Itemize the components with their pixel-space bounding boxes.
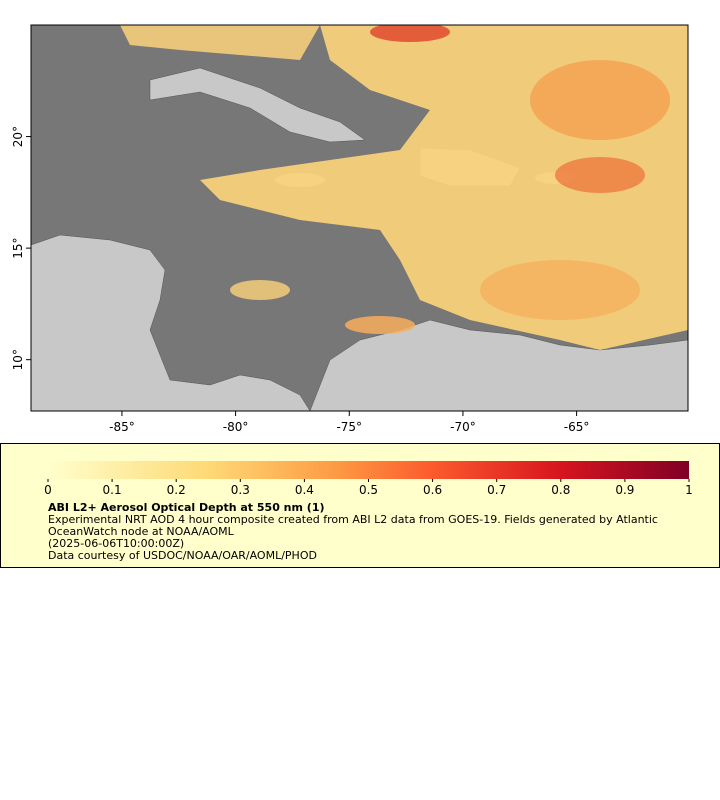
colorbar-tick-label: 0.6 <box>423 483 442 497</box>
map-image <box>31 25 688 411</box>
legend-line: Experimental NRT AOD 4 hour composite cr… <box>48 513 658 526</box>
colorbar: 0 0.1 0.2 0.3 0.4 0.5 0.6 0.7 0.8 0.9 1 <box>44 461 693 497</box>
colorbar-tick-label: 0.4 <box>295 483 314 497</box>
frame <box>30 24 689 412</box>
aerosol <box>345 316 415 334</box>
aerosol <box>370 25 450 42</box>
colorbar-tick-label: 0 <box>44 483 52 497</box>
legend: 0 0.1 0.2 0.3 0.4 0.5 0.6 0.7 0.8 0.9 1 ABI L2+ Ae… <box>0 443 720 568</box>
aerosol <box>120 25 320 60</box>
x-tick-label: -70° <box>450 420 476 434</box>
x-tick-label: -65° <box>564 420 590 434</box>
map: -85° -80° -75° -70° -65° 10° 15° 20° <box>11 24 689 434</box>
land <box>149 67 366 143</box>
land <box>309 319 688 411</box>
colorbar-tick-label: 0.5 <box>359 483 378 497</box>
colorbar-tick-label: 0.1 <box>103 483 122 497</box>
aerosol <box>530 60 670 140</box>
colorbar-tick-label: 0.8 <box>551 483 570 497</box>
x-tick-label: -80° <box>223 420 249 434</box>
aerosol <box>230 280 290 300</box>
legend-line: Data courtesy of USDOC/NOAA/OAR/AOML/PHO… <box>48 549 317 562</box>
y-tick-label: 10° <box>11 349 25 370</box>
aerosol <box>480 260 640 320</box>
colorbar-tick-label: 0.3 <box>231 483 250 497</box>
legend-line: (2025-06-06T10:00:00Z) <box>48 537 185 550</box>
x-tick-label: -75° <box>336 420 362 434</box>
y-tick-label: 15° <box>11 237 25 258</box>
aerosol <box>555 157 645 193</box>
colorbar-tick-label: 1 <box>685 483 693 497</box>
colorbar-tick-label: 0.9 <box>615 483 634 497</box>
x-tick-label: -85° <box>109 420 135 434</box>
colorbar-tick-label: 0.7 <box>487 483 506 497</box>
land <box>31 234 311 411</box>
colorbar-gradient <box>48 461 689 479</box>
legend-title: ABI L2+ Aerosol Optical Depth at 550 nm … <box>48 501 325 514</box>
y-tick-label: 20° <box>11 126 25 147</box>
colorbar-tick-label: 0.2 <box>167 483 186 497</box>
legend-line: OceanWatch node at NOAA/AOML <box>48 525 234 538</box>
